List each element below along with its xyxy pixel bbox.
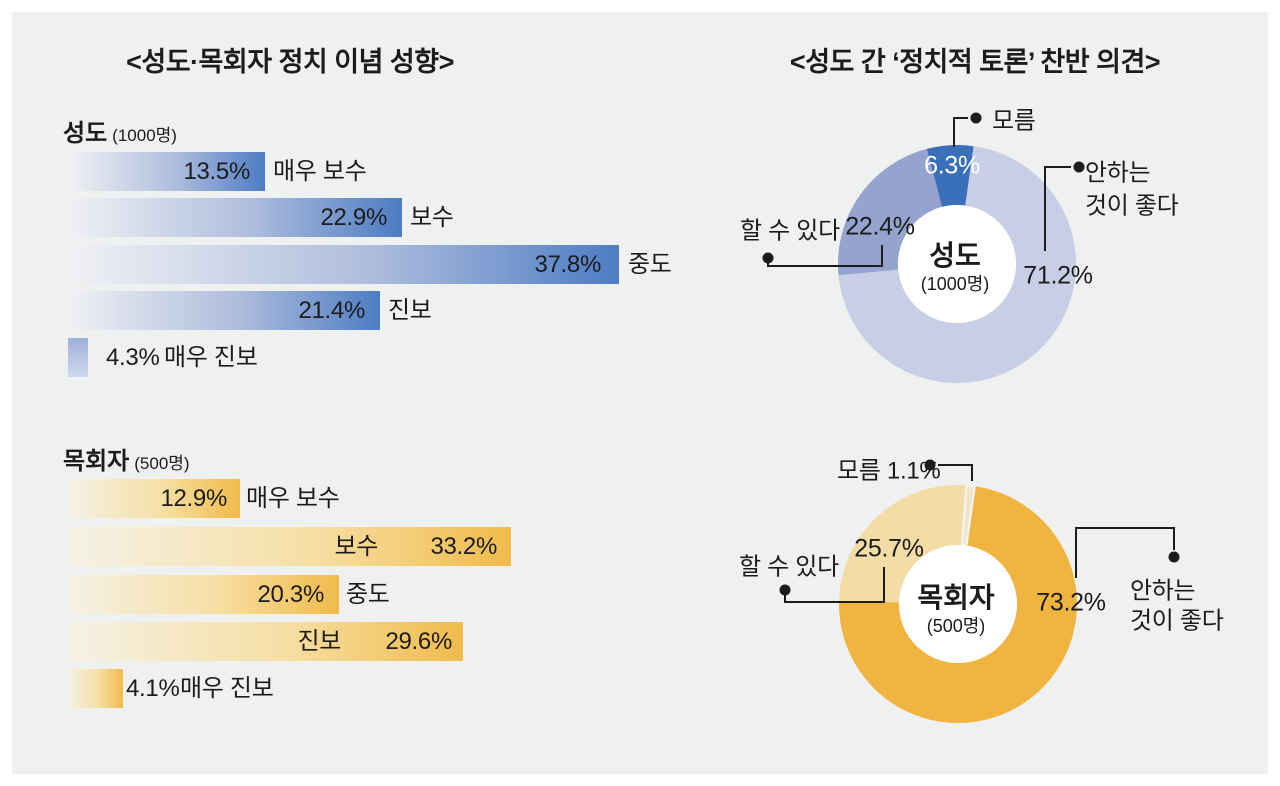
bar-row: 33.2% 보수 (68, 527, 668, 566)
bar-row: 4.1% 매우 진보 (68, 669, 668, 708)
donut-center-believers: 성도 (1000명) (921, 240, 990, 296)
bar-fill (68, 338, 88, 377)
bar-category: 매우 보수 (246, 485, 340, 512)
donut-label: 안하는 (1085, 159, 1151, 187)
bar-category: 매우 진보 (164, 344, 258, 371)
bar-row: 20.3% 중도 (68, 575, 668, 614)
donut-chart-title: <성도 간 ‘정치적 토론’ 찬반 의견> (789, 47, 1161, 77)
bar-row: 22.9% 보수 (68, 198, 668, 237)
donut-label: 25.7% (854, 534, 924, 563)
bar-value: 12.9% (160, 485, 227, 512)
bar-row: 29.6% 진보 (68, 622, 668, 661)
bar-value: 21.4% (298, 297, 365, 324)
group-label-believers: 성도 (1000명) (63, 113, 177, 148)
bar-value: 13.5% (183, 158, 250, 185)
bar-fill (68, 198, 402, 237)
bar-row: 13.5% 매우 보수 (68, 152, 668, 191)
bar-value: 37.8% (534, 251, 601, 278)
bar-category: 중도 (346, 581, 390, 608)
donut-label: 모름 1.1% (837, 457, 941, 485)
bar-row: 12.9% 매우 보수 (68, 479, 668, 518)
bar-category: 진보 (297, 628, 341, 655)
bar-category: 보수 (334, 533, 378, 560)
donut-label: 71.2% (1023, 261, 1093, 290)
donut-label: 할 수 있다 (739, 553, 839, 581)
bar-fill (68, 669, 123, 708)
bar-category: 매우 진보 (180, 675, 274, 702)
donut-center-pastors-count: (500명) (926, 616, 986, 636)
bar-value: 4.3% (106, 344, 160, 371)
donut-label: 것이 좋다 (1130, 607, 1224, 635)
group-label-believers-name: 성도 (63, 120, 108, 147)
donut-label: 6.3% (924, 151, 980, 180)
group-label-pastors-count: (500명) (134, 454, 190, 473)
bar-row: 37.8% 중도 (68, 245, 672, 284)
bar-fill (68, 622, 463, 661)
bar-fill (68, 245, 619, 284)
bar-fill (68, 575, 339, 614)
bar-category: 보수 (410, 204, 454, 231)
bar-chart-title: <성도·목회자 정치 이념 성향> (126, 47, 454, 77)
group-label-pastors: 목회자 (500명) (63, 441, 190, 476)
donut-label: 모름 (992, 107, 1036, 135)
bar-value: 22.9% (320, 204, 387, 231)
donut-label: 할 수 있다 (740, 217, 840, 245)
bar-category: 중도 (628, 251, 672, 278)
bar-value: 33.2% (430, 533, 497, 560)
donut-center-pastors: 목회자 (500명) (917, 582, 994, 638)
donut-label: 73.2% (1036, 588, 1106, 617)
bar-value: 29.6% (385, 628, 452, 655)
bar-value: 4.1% (126, 675, 180, 702)
bar-category: 매우 보수 (273, 158, 367, 185)
group-label-believers-count: (1000명) (112, 126, 177, 145)
bar-fill (68, 291, 380, 330)
bar-category: 진보 (388, 297, 432, 324)
bar-value: 20.3% (257, 581, 324, 608)
bar-row: 21.4% 진보 (68, 291, 668, 330)
group-label-pastors-name: 목회자 (63, 448, 130, 475)
donut-center-believers-name: 성도 (929, 240, 981, 271)
bar-fill (68, 527, 511, 566)
donut-center-pastors-name: 목회자 (917, 582, 995, 613)
bar-row: 4.3% 매우 진보 (68, 338, 668, 377)
donut-label: 22.4% (845, 212, 915, 241)
bar-fill (68, 152, 265, 191)
donut-center-believers-count: (1000명) (920, 274, 990, 294)
donut-label: 것이 좋다 (1085, 192, 1179, 220)
bar-fill (68, 479, 240, 518)
donut-label: 안하는 (1130, 577, 1196, 605)
